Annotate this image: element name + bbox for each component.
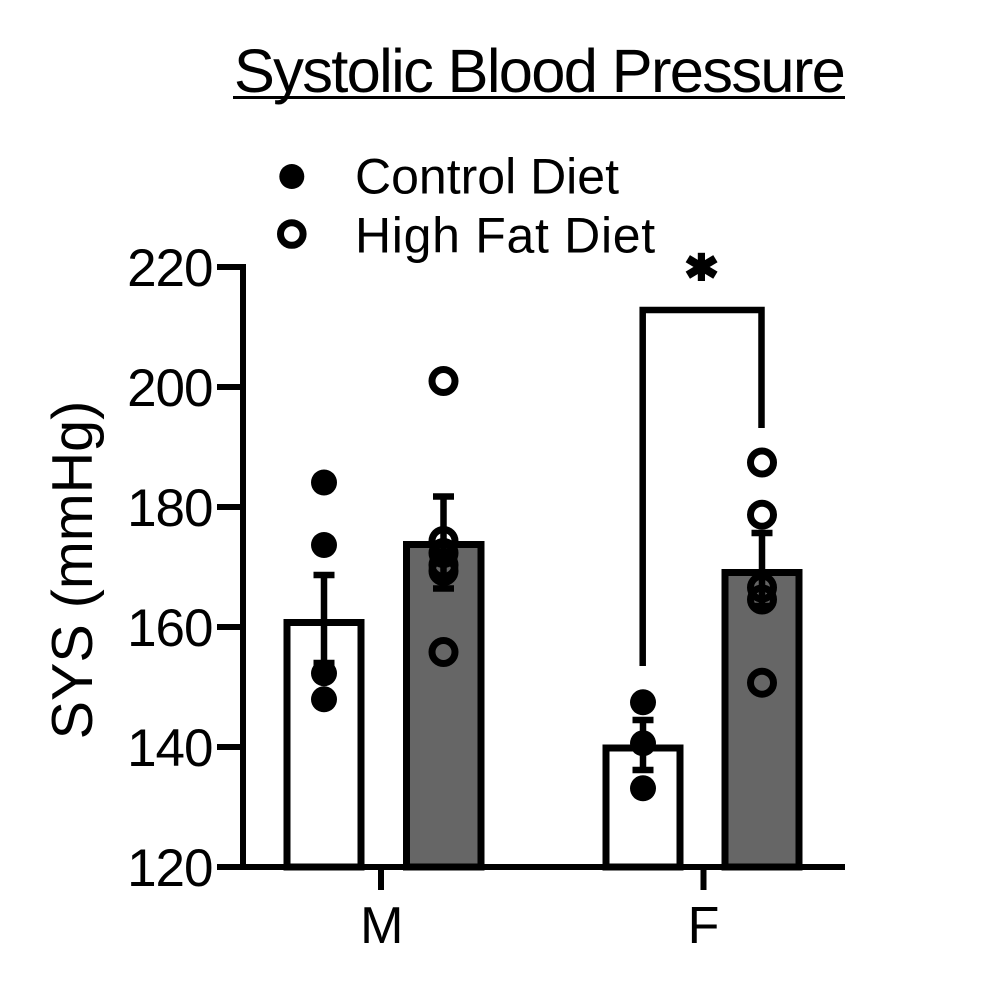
svg-text:High Fat Diet: High Fat Diet xyxy=(355,208,656,264)
svg-text:Systolic Blood Pressure: Systolic Blood Pressure xyxy=(234,37,844,106)
svg-text:220: 220 xyxy=(127,239,212,298)
svg-text:M: M xyxy=(360,897,403,955)
svg-text:140: 140 xyxy=(127,719,212,778)
svg-text:180: 180 xyxy=(127,479,212,538)
svg-text:200: 200 xyxy=(127,359,212,418)
svg-text:F: F xyxy=(688,897,720,955)
svg-text:120: 120 xyxy=(127,839,212,898)
svg-text:Control Diet: Control Diet xyxy=(355,148,619,204)
svg-text:160: 160 xyxy=(127,599,212,658)
svg-text:SYS (mmHg): SYS (mmHg) xyxy=(41,401,105,740)
